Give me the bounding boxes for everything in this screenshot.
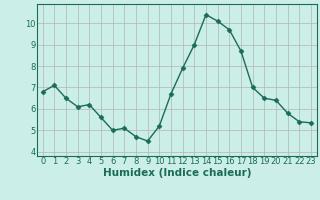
X-axis label: Humidex (Indice chaleur): Humidex (Indice chaleur) [102, 168, 251, 178]
